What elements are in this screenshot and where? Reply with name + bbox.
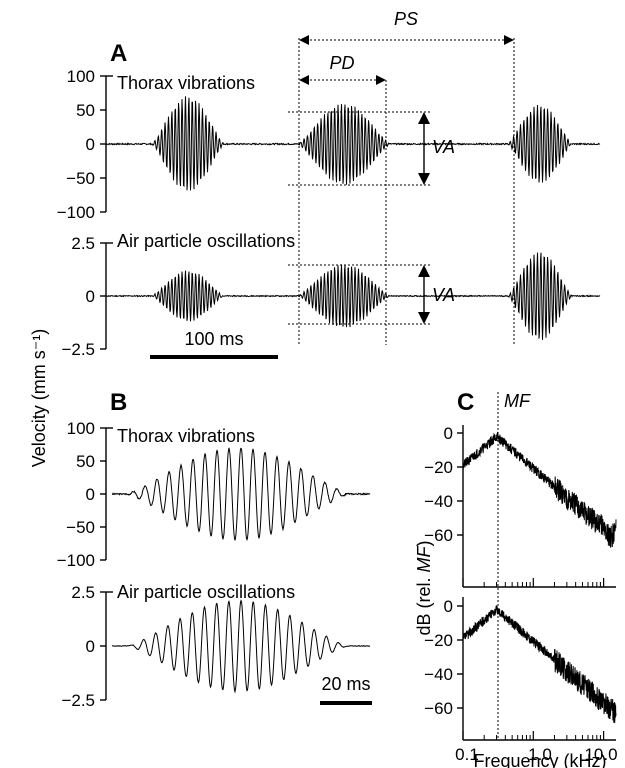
panel-label-a: A (110, 40, 127, 67)
panel-b-air-axis (100, 591, 113, 701)
va-annotation-thorax (288, 111, 432, 186)
freq-axis-label: Frequency (kHz) (473, 751, 606, 768)
c-bottom-tick-minus40: −40 (424, 665, 453, 684)
pd-annotation (299, 75, 386, 85)
va-label-thorax: VA (432, 137, 455, 157)
b-thorax-tick-50: 50 (76, 452, 95, 471)
freq-tick-1.0: 1.0 (528, 745, 552, 764)
a-thorax-tick-100: 100 (67, 67, 95, 86)
b-air-tick-2.5: 2.5 (71, 583, 95, 602)
a-thorax-title: Thorax vibrations (117, 73, 255, 93)
c-top-tick-minus20: −20 (424, 458, 453, 477)
b-thorax-tick-100: 100 (67, 419, 95, 438)
scale-label-a: 100 ms (184, 329, 243, 349)
freq-tick-10.0: 10.0 (584, 745, 617, 764)
pd-label: PD (329, 53, 354, 73)
b-thorax-title: Thorax vibrations (117, 426, 255, 446)
a-thorax-trace (105, 96, 601, 191)
b-thorax-tick-minus100: −100 (57, 551, 95, 570)
a-air-tick-2.5: 2.5 (71, 234, 95, 253)
a-thorax-tick-0: 0 (86, 135, 95, 154)
a-air-title: Air particle oscillations (117, 231, 295, 251)
panel-label-b: B (110, 389, 127, 416)
frequency-axis-ticks (462, 578, 605, 740)
a-thorax-tick-minus50: −50 (66, 169, 95, 188)
a-thorax-tick-50: 50 (76, 101, 95, 120)
panel-a-air-axis (100, 242, 113, 350)
freq-tick-0.1: 0.1 (455, 745, 479, 764)
panel-c-top-axes (457, 425, 616, 588)
b-air-trace (111, 599, 370, 694)
b-thorax-trace (111, 447, 371, 542)
c-top-tick-minus40: −40 (424, 492, 453, 511)
c-air-spectrum (462, 604, 617, 723)
b-air-tick-minus2.5: −2.5 (61, 691, 95, 710)
panel-c-bottom-axes (457, 597, 616, 741)
panel-label-c: C (457, 389, 474, 416)
b-thorax-tick-0: 0 (86, 485, 95, 504)
c-thorax-spectrum (462, 431, 617, 548)
ps-label: PS (394, 9, 418, 29)
c-top-tick-0: 0 (444, 424, 453, 443)
scale-label-b: 20 ms (321, 674, 370, 694)
a-air-trace (105, 252, 601, 340)
c-bottom-tick-minus20: −20 (424, 631, 453, 650)
a-air-tick-0: 0 (86, 287, 95, 306)
b-air-tick-0: 0 (86, 637, 95, 656)
db-axis-label: dB (rel. MF) (414, 540, 434, 635)
b-thorax-tick-minus50: −50 (66, 518, 95, 537)
c-bottom-tick-minus60: −60 (424, 699, 453, 718)
va-annotation-air (288, 264, 432, 325)
c-top-tick-minus60: −60 (424, 526, 453, 545)
ps-annotation (298, 35, 515, 345)
c-bottom-tick-0: 0 (444, 597, 453, 616)
mf-label: MF (504, 391, 531, 411)
panel-b-thorax-axis (100, 427, 113, 561)
a-air-tick-minus2.5: −2.5 (61, 340, 95, 359)
b-air-title: Air particle oscillations (117, 582, 295, 602)
va-label-air: VA (432, 285, 455, 305)
a-thorax-tick-minus100: −100 (57, 203, 95, 222)
velocity-axis-label: Velocity (mm s⁻¹) (29, 329, 49, 468)
